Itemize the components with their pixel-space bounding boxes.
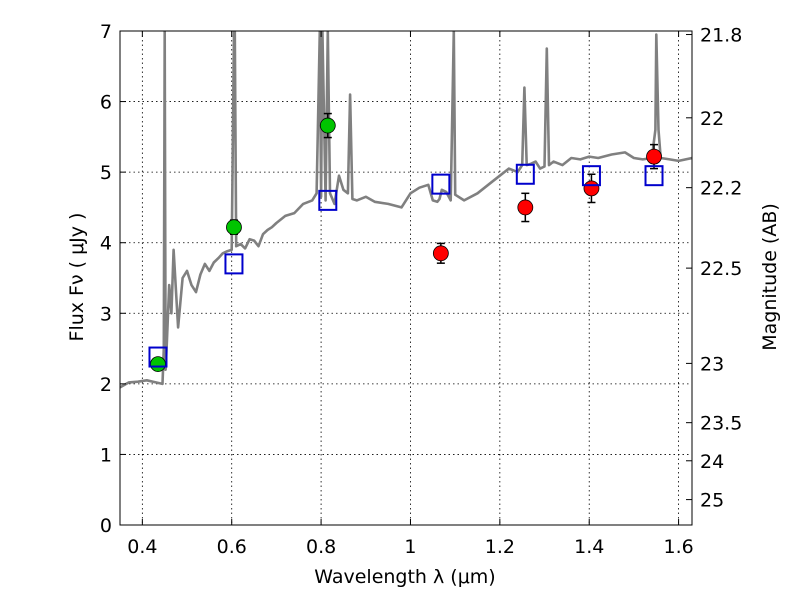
model-band-square [581, 165, 601, 187]
model-spectrum-line [120, 31, 692, 389]
observed-point-green [150, 356, 166, 372]
right-y-tick-label: 22 [700, 108, 724, 130]
y-axis-label: Flux Fν ( μJy ) [66, 213, 88, 342]
model-band-square [224, 253, 244, 275]
right-y-tick-label: 23.5 [700, 413, 742, 435]
right-y-tick-label: 22.5 [700, 258, 742, 280]
y-tick-label: 5 [100, 162, 112, 184]
observed-point-red [646, 148, 662, 165]
grid-lines [120, 31, 692, 525]
right-y-tick-label: 24 [700, 451, 724, 473]
observed-point-red [583, 180, 600, 197]
x-tick-label: 0.4 [127, 536, 157, 558]
model-band-square [431, 173, 451, 195]
observed-point-green [226, 219, 242, 236]
y-tick-label: 2 [100, 374, 112, 396]
x-tick-label: 1 [404, 536, 416, 558]
right-y-tick-label: 25 [700, 490, 724, 512]
x-tick-label: 0.8 [306, 536, 336, 558]
plot-frame [119, 30, 693, 526]
observed-point-green [319, 117, 336, 134]
y-tick-label: 7 [100, 21, 112, 43]
y-tick-label: 3 [100, 303, 112, 325]
x-tick-label: 1.2 [485, 536, 515, 558]
observed-point-red [517, 199, 534, 216]
model-spectrum [120, 31, 692, 389]
y-tick-label: 4 [100, 233, 112, 255]
model-band-square [318, 189, 338, 211]
y-tick-label: 6 [100, 92, 112, 114]
observed-point-red [432, 245, 449, 262]
x-tick-label: 0.6 [217, 536, 247, 558]
x-axis-label: Wavelength λ (μm) [314, 566, 495, 588]
y-tick-label: 1 [100, 444, 112, 466]
x-tick-label: 1.4 [574, 536, 604, 558]
model-band-square [148, 346, 168, 368]
right-y-axis-label: Magnitude (AB) [759, 203, 781, 351]
model-band-square [644, 165, 664, 187]
right-y-tick-label: 23 [700, 353, 724, 375]
x-tick-label: 1.6 [663, 536, 693, 558]
model-band-square [515, 163, 535, 185]
right-y-tick-label: 21.8 [700, 25, 742, 47]
photometry-points [148, 112, 664, 372]
y-tick-label: 0 [100, 515, 112, 537]
right-y-tick-label: 22.2 [700, 178, 742, 200]
